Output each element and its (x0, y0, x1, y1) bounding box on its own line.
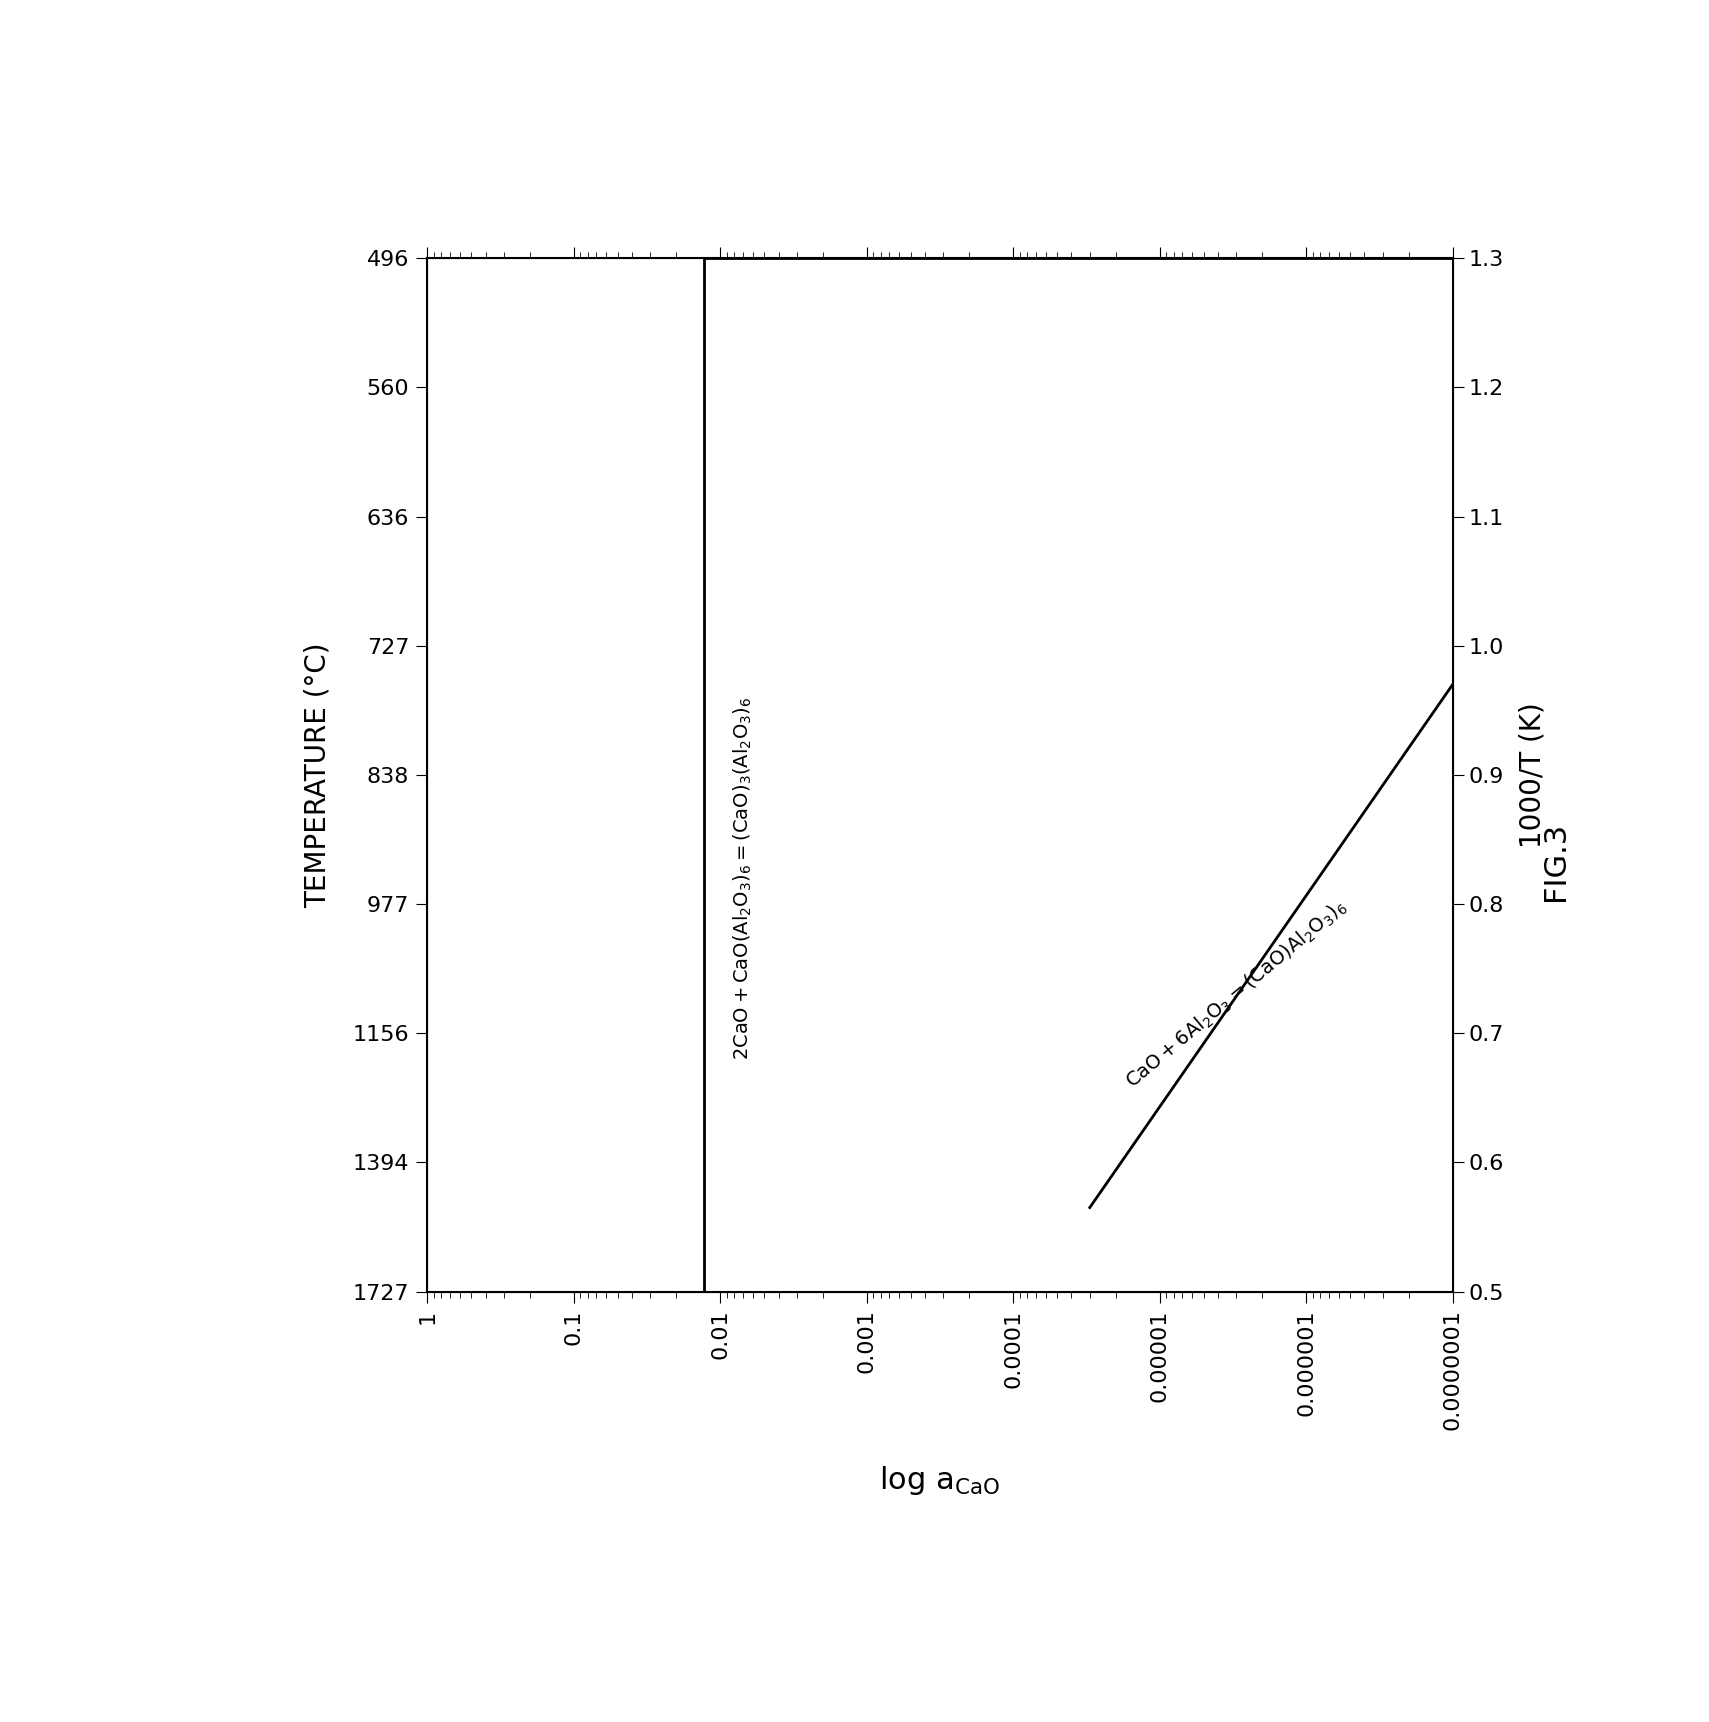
Y-axis label: 1000/T (K): 1000/T (K) (1518, 703, 1547, 847)
Text: $\mathrm{log\ a_{CaO}}$: $\mathrm{log\ a_{CaO}}$ (880, 1464, 1000, 1498)
Y-axis label: TEMPERATURE (°C): TEMPERATURE (°C) (304, 642, 332, 907)
Text: FIG.3: FIG.3 (1542, 821, 1569, 901)
Text: $\mathrm{2CaO + CaO(Al_2O_3)_6 = (CaO)_3(Al_2O_3)_6}$: $\mathrm{2CaO + CaO(Al_2O_3)_6 = (CaO)_3… (731, 696, 754, 1061)
Text: $\mathrm{CaO + 6Al_2O_3 = (CaO)Al_2O_3)_6}$: $\mathrm{CaO + 6Al_2O_3 = (CaO)Al_2O_3)_… (1121, 895, 1352, 1093)
